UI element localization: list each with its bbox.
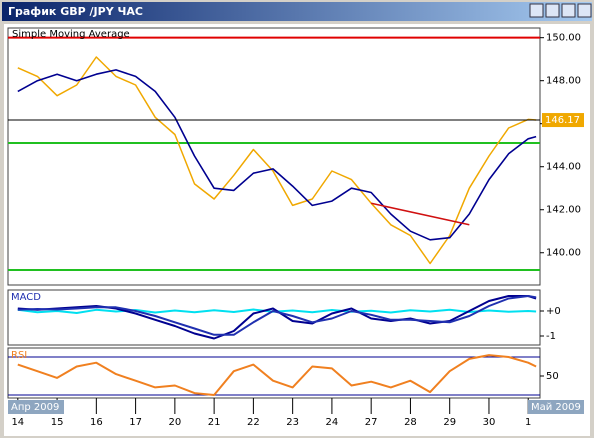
x-tick-label: 1 <box>525 417 531 428</box>
button[interactable] <box>561 3 576 18</box>
button[interactable] <box>545 3 560 18</box>
y-tick-label: 144.00 <box>546 162 581 173</box>
period-label: Апр 2009 <box>11 402 59 413</box>
last-price-label: 146.17 <box>545 115 580 126</box>
x-tick-label: 14 <box>11 417 24 428</box>
x-tick-label: 23 <box>286 417 299 428</box>
x-tick-label: 22 <box>247 417 260 428</box>
y-tick-label: 150.00 <box>546 33 581 44</box>
period-box <box>528 400 584 414</box>
x-tick-label: 17 <box>129 417 142 428</box>
panel <box>7 289 541 346</box>
series-line <box>17 295 537 336</box>
x-tick-label: 30 <box>483 417 496 428</box>
legend-label: Simple Moving Average <box>12 29 130 40</box>
series-line <box>17 69 537 241</box>
x-tick-label: 16 <box>90 417 103 428</box>
panel-title: RSI <box>11 350 27 361</box>
panel <box>7 27 541 286</box>
x-tick-label: 15 <box>51 417 64 428</box>
window-title: График GBP /JPY ЧАС <box>8 5 143 18</box>
series-line <box>17 308 537 314</box>
y-tick-label: 140.00 <box>546 248 581 259</box>
y-tick-label: 142.00 <box>546 205 581 216</box>
y-tick-label: 50 <box>546 371 559 382</box>
last-price-box <box>542 113 584 128</box>
title-bar <box>2 2 592 21</box>
panel-title: MACD <box>11 292 41 303</box>
button[interactable] <box>529 3 544 18</box>
y-tick-label: +0 <box>546 306 561 317</box>
x-tick-label: 24 <box>326 417 339 428</box>
period-label: Май 2009 <box>531 402 581 413</box>
trendline <box>371 202 470 226</box>
period-box <box>8 400 64 414</box>
y-tick-label: -1 <box>546 331 556 342</box>
series-line <box>17 354 537 396</box>
panel <box>7 347 541 399</box>
button[interactable] <box>577 3 592 18</box>
series-line <box>17 56 537 265</box>
window-buttons[interactable] <box>529 3 592 18</box>
x-tick-label: 21 <box>208 417 221 428</box>
x-tick-label: 29 <box>443 417 456 428</box>
x-tick-label: 20 <box>168 417 181 428</box>
x-tick-label: 27 <box>365 417 378 428</box>
y-tick-label: 148.00 <box>546 76 581 87</box>
x-tick-label: 28 <box>404 417 417 428</box>
